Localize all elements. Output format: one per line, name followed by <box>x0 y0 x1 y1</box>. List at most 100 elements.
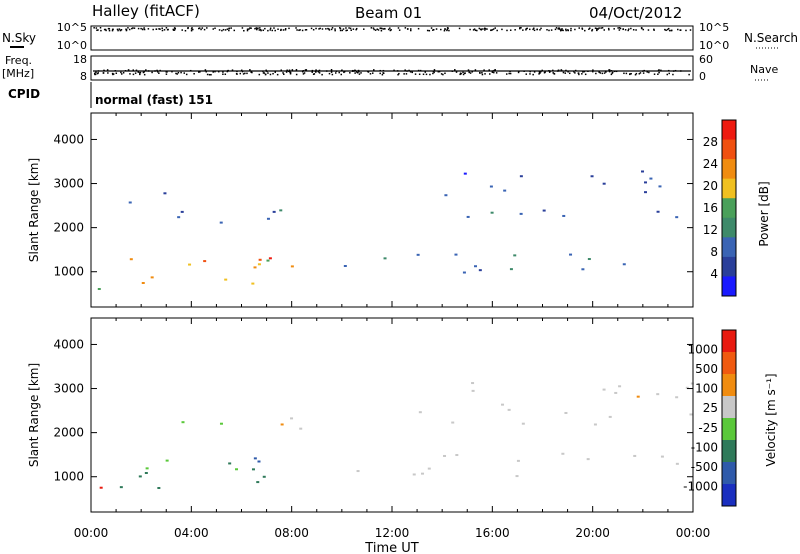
heatmap-cell <box>466 215 470 218</box>
nsky-point <box>187 27 189 30</box>
nsky-point <box>131 27 133 30</box>
colorbar-tick-label: 100 <box>695 382 718 396</box>
power-y-axis: 4000 3000 2000 1000 <box>53 132 693 279</box>
nsky-point <box>296 29 298 31</box>
heatmap-cell <box>658 185 662 188</box>
freq-point <box>532 73 534 76</box>
nsky-point <box>410 29 412 32</box>
freq-point <box>623 72 625 75</box>
power-colorbar: 28 24 20 16 12 8 4 <box>703 119 737 297</box>
nsky-point <box>397 27 400 29</box>
freq-point <box>193 72 195 75</box>
nsky-point <box>147 28 150 30</box>
freq-point <box>338 71 340 74</box>
nsky-point <box>685 29 687 32</box>
freq-point <box>601 72 604 75</box>
freq-point <box>668 72 670 75</box>
freq-point <box>491 71 494 74</box>
colorbar-frame <box>721 119 737 297</box>
nsky-point <box>540 27 542 30</box>
colorbar-swatch <box>722 462 736 485</box>
colorbar-swatch <box>722 396 736 419</box>
heatmap-cell <box>99 486 103 489</box>
heatmap-cell <box>507 408 511 411</box>
colorbar-tick-label: 1000 <box>687 343 718 357</box>
freq-point <box>381 73 384 76</box>
heatmap-cell <box>455 454 459 457</box>
colorbar-swatch <box>722 440 736 463</box>
cpid-label: CPID <box>8 87 40 101</box>
nsky-point <box>387 28 390 31</box>
nsky-point <box>474 29 477 32</box>
nsky-point <box>555 27 558 29</box>
colorbar-swatch <box>722 374 736 397</box>
y-tick-label: 4000 <box>53 132 84 146</box>
nsky-point <box>174 27 176 30</box>
nsky-point <box>469 28 471 31</box>
freq-point <box>222 71 224 73</box>
colorbar-swatch <box>722 352 736 375</box>
nsky-point <box>305 29 308 31</box>
nsky-point <box>200 28 202 31</box>
nsky-point <box>228 29 230 32</box>
nsky-point <box>479 28 482 31</box>
freq-point <box>312 73 315 76</box>
heatmap-cell <box>649 177 653 180</box>
nsky-point <box>255 27 258 29</box>
nsky-point <box>561 28 563 30</box>
freq-point <box>539 71 541 74</box>
freq-point <box>274 71 276 73</box>
nsky-point <box>339 29 342 32</box>
heatmap-cell <box>228 462 232 465</box>
freq-point <box>317 71 320 73</box>
nsky-point <box>349 27 352 30</box>
heatmap-cell <box>290 265 294 268</box>
freq-point <box>246 72 248 75</box>
heatmap-cell <box>203 260 207 263</box>
freq-point <box>151 71 153 74</box>
nsky-point <box>380 29 383 32</box>
heatmap-cell <box>633 454 637 457</box>
heatmap-cell <box>675 216 679 219</box>
heatmap-cell <box>515 475 519 478</box>
heatmap-cell <box>644 191 648 194</box>
freq-point <box>280 69 282 71</box>
freq-point <box>212 71 214 73</box>
freq-point <box>608 70 611 73</box>
nsky-point <box>628 28 630 30</box>
nsky-point <box>484 28 487 30</box>
freq-point <box>285 71 288 73</box>
freq-point <box>249 69 251 71</box>
nsky-point <box>250 27 252 29</box>
freq-point <box>295 69 298 71</box>
heatmap-cell <box>266 259 270 262</box>
heatmap-cell <box>150 276 154 279</box>
nsky-point <box>226 28 229 30</box>
freq-point <box>635 72 638 75</box>
heatmap-cell <box>129 258 133 261</box>
heatmap-cell <box>516 459 520 462</box>
freq-point <box>330 69 333 71</box>
freq-point <box>303 72 306 74</box>
freq-point <box>462 73 465 76</box>
nsky-point <box>125 28 127 31</box>
time-tick-label: 20:00 <box>575 526 610 540</box>
freq-point <box>459 73 461 76</box>
freq-point <box>222 73 224 75</box>
heatmap-cell <box>256 481 260 484</box>
freq-point <box>442 73 444 76</box>
freq-point <box>96 72 99 75</box>
nsky-point <box>117 29 119 32</box>
freq-point <box>156 71 159 73</box>
heatmap-cell <box>608 415 612 418</box>
nsky-point <box>181 29 183 31</box>
heatmap-cell <box>454 253 458 256</box>
nsky-point <box>622 28 624 31</box>
heatmap-cell <box>290 417 294 420</box>
y-tick-label: 3000 <box>53 382 84 396</box>
colorbar-tick-label: 8 <box>710 245 718 259</box>
heatmap-cell <box>257 460 261 463</box>
nsky-point <box>258 29 261 31</box>
nsky-point <box>647 29 650 31</box>
freq-point <box>206 73 209 76</box>
